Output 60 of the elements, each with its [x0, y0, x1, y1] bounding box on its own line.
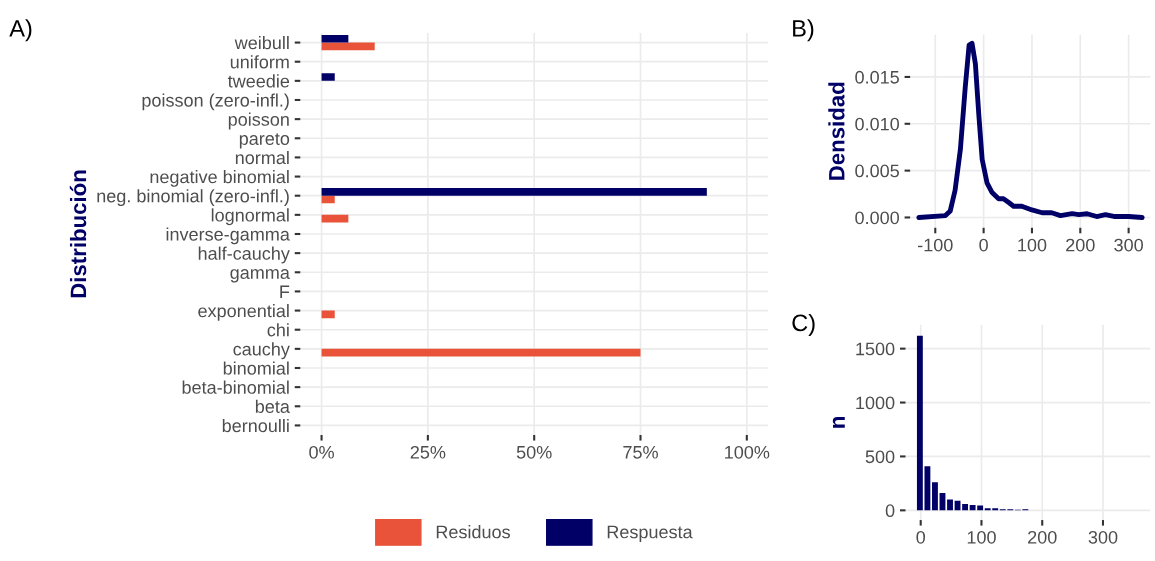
y-tick-label: beta-binomial [182, 380, 289, 394]
x-tick-label: 75% [623, 445, 658, 459]
chart-title: C) [792, 313, 815, 336]
bar [321, 42, 375, 51]
bar [321, 188, 707, 196]
x-tick-label: 200 [1028, 530, 1057, 544]
y-tick-label: 1000 [856, 396, 895, 410]
y-axis-title: Distribución [69, 170, 87, 298]
y-tick-label: neg. binomial (zero-infl.) [97, 189, 289, 206]
y-tick-label: lognormal [211, 208, 289, 226]
x-tick-label: 50% [516, 445, 552, 459]
y-tick-label: tweedie [227, 74, 290, 88]
y-axis-title: Densidad [828, 82, 845, 180]
bar [321, 310, 335, 319]
y-tick-label: exponential [198, 304, 289, 321]
y-tick-label: 0.010 [855, 117, 900, 131]
x-tick-label: -100 [918, 238, 953, 252]
y-tick-label: poisson (zero-infl.) [142, 93, 289, 111]
y-tick-label: gamma [230, 269, 290, 283]
x-tick-label: 0 [916, 530, 926, 544]
chart-title: B) [793, 19, 814, 42]
x-tick-label: 100 [1018, 238, 1047, 252]
x-tick-label: 300 [1114, 238, 1143, 252]
y-tick-label: bernoulli [222, 418, 289, 433]
y-tick-label: 1500 [856, 342, 895, 356]
y-tick-label: cauchy [233, 342, 290, 360]
y-tick-label: 0.005 [855, 164, 899, 178]
y-axis-title: n [832, 417, 845, 428]
y-tick-label: normal [235, 150, 289, 165]
x-tick-label: 100 [967, 530, 996, 544]
x-tick-label: 0 [979, 238, 988, 252]
y-tick-label: negative binomial [150, 170, 289, 187]
y-tick-label: 0.000 [855, 211, 900, 225]
x-tick-label: 100% [725, 445, 770, 459]
y-tick-label: poisson [228, 112, 289, 130]
line-series [916, 40, 1145, 220]
bar [321, 348, 641, 357]
y-tick-label: F [280, 285, 290, 298]
x-tick-label: 25% [410, 445, 446, 459]
y-tick-label: inverse-gamma [166, 227, 290, 245]
y-tick-label: half-cauchy [198, 246, 290, 264]
y-tick-label: uniform [230, 55, 289, 69]
y-tick-label: beta [255, 399, 290, 413]
y-tick-label: 500 [865, 450, 895, 464]
y-tick-label: weibull [234, 36, 289, 50]
legend-label: Residuos [436, 525, 510, 539]
y-tick-label: chi [267, 323, 289, 337]
x-tick-label: 300 [1088, 530, 1118, 544]
x-tick-label: 200 [1066, 238, 1095, 252]
bar [321, 214, 349, 223]
bar [321, 195, 335, 204]
x-tick-label: 0% [309, 445, 334, 459]
y-tick-label: pareto [239, 133, 290, 149]
bar [321, 34, 349, 43]
y-tick-label: 0 [885, 504, 895, 518]
text: A) [9, 19, 32, 42]
bar [321, 73, 335, 81]
legend-label: Respuesta [607, 525, 693, 542]
y-tick-label: binomial [223, 361, 289, 375]
y-tick-label: 0.015 [855, 70, 899, 84]
